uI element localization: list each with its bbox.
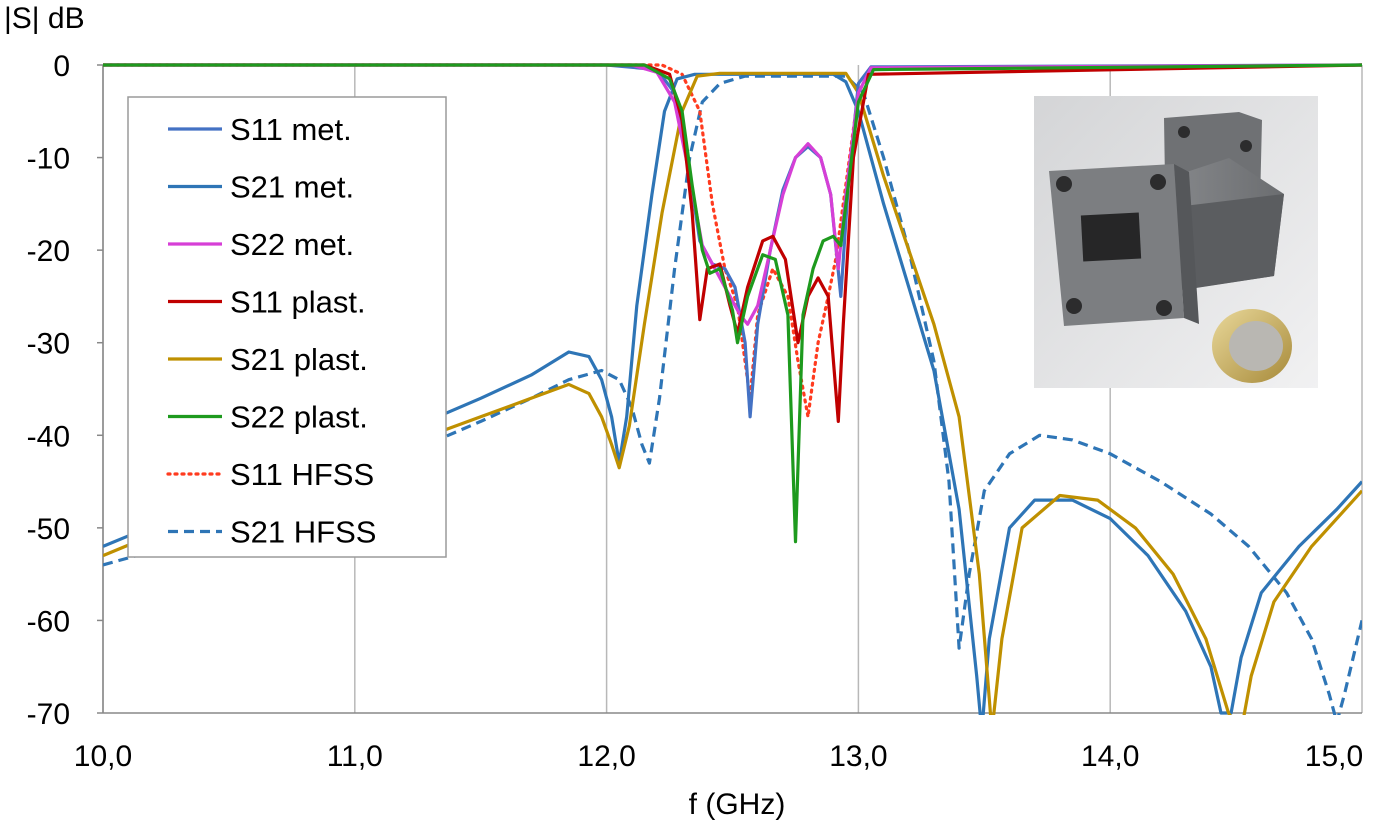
- y-tick-label: -70: [27, 698, 70, 731]
- filter-photo: [1034, 96, 1318, 388]
- x-tick-label: 14,0: [1081, 740, 1139, 773]
- x-tick-label: 15,0: [1305, 740, 1363, 773]
- legend-label: S21 HFSS: [230, 515, 376, 550]
- y-tick-label: -10: [27, 143, 70, 176]
- x-tick-label: 12,0: [577, 740, 635, 773]
- legend-box: [127, 96, 447, 558]
- legend-label: S22 plast.: [230, 400, 368, 435]
- series-line-s21-hfss: [103, 74, 1362, 715]
- series-line-s21-plast: [103, 71, 1362, 715]
- y-tick-label: -30: [27, 328, 70, 361]
- x-axis-label: f (GHz): [689, 788, 786, 821]
- series-line-s21-met: [103, 72, 1362, 715]
- legend-label: S21 met.: [230, 170, 354, 205]
- legend-label: S11 met.: [230, 112, 352, 147]
- tick-labels: 10,0 11,0 12,0 13,0 14,0 15,0 0 -10 -20 -30 -40 -50…: [27, 50, 1364, 773]
- x-tick-label: 13,0: [829, 740, 887, 773]
- legend-label: S22 met.: [230, 227, 354, 262]
- legend-label: S21 plast.: [230, 342, 368, 377]
- legend-label: S11 HFSS: [230, 457, 374, 492]
- y-axis-label: |S| dB: [4, 2, 85, 35]
- y-tick-label: -20: [27, 235, 70, 268]
- y-tick-label: 0: [53, 50, 70, 83]
- waveguide-filter-image: [1034, 96, 1318, 388]
- series-line-s22-plast: [103, 63, 1362, 544]
- y-tick-label: -50: [27, 513, 70, 546]
- y-tick-label: -40: [27, 420, 70, 453]
- x-tick-label: 10,0: [74, 740, 132, 773]
- legend: S11 met. S21 met. S22 met. S11 plast. S21 pl…: [127, 96, 447, 558]
- x-tick-label: 11,0: [327, 740, 383, 773]
- series-line-s11-plast: [103, 63, 1362, 423]
- legend-label: S11 plast.: [230, 285, 366, 320]
- plot-area: [103, 63, 1362, 715]
- y-tick-label: -60: [27, 605, 70, 638]
- chart-axes: [97, 64, 1362, 714]
